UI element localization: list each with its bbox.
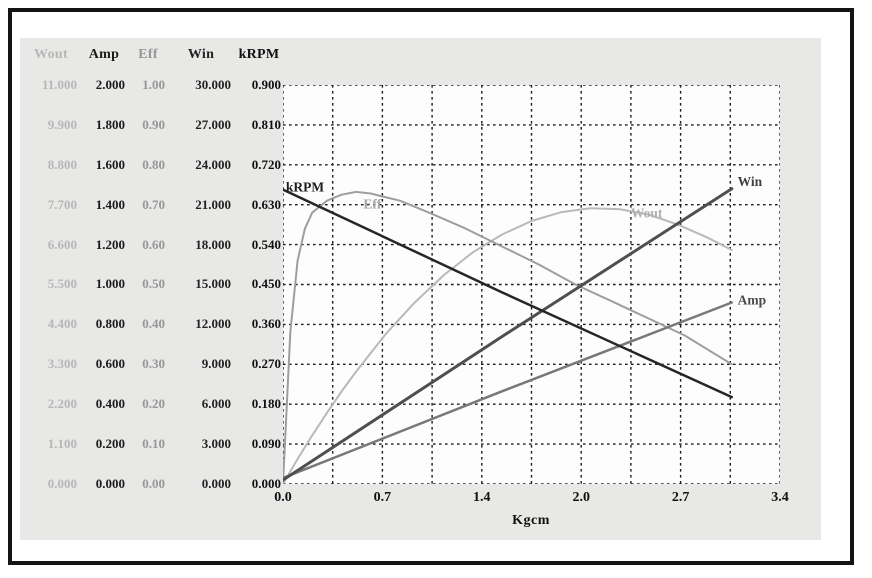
- axis-scale-value: 1.600: [95, 156, 125, 172]
- axis-scale-value: 6.600: [47, 236, 77, 252]
- axis-scale-value: 1.000: [95, 276, 125, 292]
- axis-scale-value: 1.800: [95, 116, 125, 132]
- axis-scale-value: 0.60: [142, 236, 165, 252]
- axis-scale-value: 9.000: [201, 356, 231, 372]
- axis-scale-value: 4.400: [47, 316, 77, 332]
- curve-krpm: [283, 188, 734, 399]
- axis-scale-value: 0.000: [251, 475, 281, 491]
- axis-scale-value: 11.000: [41, 76, 77, 92]
- curve-label-wout: Wout: [631, 205, 663, 220]
- curve-label-eff: Eff: [363, 197, 382, 212]
- curve-label-amp: Amp: [738, 292, 767, 307]
- axis-scale-value: 18.000: [195, 236, 231, 252]
- axis-scale-value: 7.700: [47, 196, 77, 212]
- axis-scale-value: 0.000: [47, 475, 77, 491]
- axis-column-header-win: Win: [187, 47, 215, 62]
- axis-scale-value: 2.000: [95, 76, 125, 92]
- axis-scale-value: 30.000: [195, 76, 231, 92]
- x-tick-label: 2.0: [572, 490, 590, 505]
- axis-scale-value: 0.800: [95, 316, 125, 332]
- axis-scale-value: 0.80: [142, 156, 165, 172]
- axis-scale-value: 0.360: [251, 316, 281, 332]
- axis-scale-value: 6.000: [201, 396, 231, 412]
- axis-scale-value: 15.000: [195, 276, 231, 292]
- axis-scale-value: 0.50: [142, 276, 165, 292]
- axis-scale-value: 0.400: [95, 396, 125, 412]
- axis-scale-value: 0.000: [95, 475, 125, 491]
- axis-scale-value: 21.000: [195, 196, 231, 212]
- axis-scale-value: 0.200: [95, 435, 125, 451]
- axis-scale-value: 0.540: [251, 236, 281, 252]
- axis-scale-value: 0.810: [251, 116, 281, 132]
- axis-scale-value: 9.900: [47, 116, 77, 132]
- axis-column-header-amp: Amp: [88, 47, 120, 62]
- axis-scale-value: 0.90: [142, 116, 165, 132]
- axis-scale-value: 5.500: [47, 276, 77, 292]
- axis-scale-value: 0.10: [142, 435, 165, 451]
- axis-scale-value: 24.000: [195, 156, 231, 172]
- axis-scale-value: 0.70: [142, 196, 165, 212]
- axis-scale-value: 0.600: [95, 356, 125, 372]
- axis-scale-value: 27.000: [195, 116, 231, 132]
- x-tick-label: 3.4: [771, 490, 789, 505]
- axis-scale-value: 2.200: [47, 396, 77, 412]
- axis-scale-table: Wout 11.000 9.900 8.800 7.700 6.600 5.500 4.400…: [22, 41, 284, 504]
- x-tick-label: 2.7: [671, 490, 690, 505]
- x-axis-title: Kgcm: [512, 513, 550, 528]
- curve-amp: [283, 301, 734, 480]
- axis-scale-value: 1.400: [95, 196, 125, 212]
- curve-label-win: Win: [738, 174, 763, 189]
- x-tick-label: 1.4: [473, 490, 491, 505]
- axis-scale-value: 0.270: [251, 356, 281, 372]
- axis-scale-value: 1.200: [95, 236, 125, 252]
- axis-column-header-wout: Wout: [34, 47, 68, 62]
- axis-scale-value: 8.800: [47, 156, 77, 172]
- axis-scale-value: 0.900: [251, 76, 281, 92]
- axis-scale-value: 0.090: [251, 435, 281, 451]
- x-tick-label: 0.7: [373, 490, 392, 505]
- axis-scale-value: 0.40: [142, 316, 165, 332]
- axis-scale-value: 0.20: [142, 396, 165, 412]
- x-tick-label: 0.0: [274, 490, 292, 505]
- axis-scale-value: 0.720: [251, 156, 281, 172]
- axis-scale-value: 1.100: [47, 435, 77, 451]
- axis-scale-value: 12.000: [195, 316, 231, 332]
- grid-lines: [283, 85, 780, 484]
- axis-scale-value: 1.00: [142, 76, 165, 92]
- axis-scale-value: 0.180: [251, 396, 281, 412]
- axis-column-header-krpm: kRPM: [238, 47, 280, 62]
- axis-scale-value: 3.300: [47, 356, 77, 372]
- axis-scale-value: 0.30: [142, 356, 165, 372]
- axis-scale-value: 0.000: [201, 475, 231, 491]
- axis-column-header-eff: Eff: [138, 47, 158, 62]
- axis-scale-value: 3.000: [201, 435, 231, 451]
- curve-win: [283, 187, 734, 482]
- curve-wout: [283, 207, 733, 484]
- curve-eff: [283, 190, 733, 484]
- curve-label-krpm: kRPM: [286, 179, 325, 194]
- axis-scale-value: 0.00: [142, 475, 165, 491]
- motor-curves-plot: Wout Eff Amp Win kRPM: [283, 85, 780, 484]
- axis-scale-value: 0.450: [251, 276, 281, 292]
- axis-scale-value: 0.630: [251, 196, 281, 212]
